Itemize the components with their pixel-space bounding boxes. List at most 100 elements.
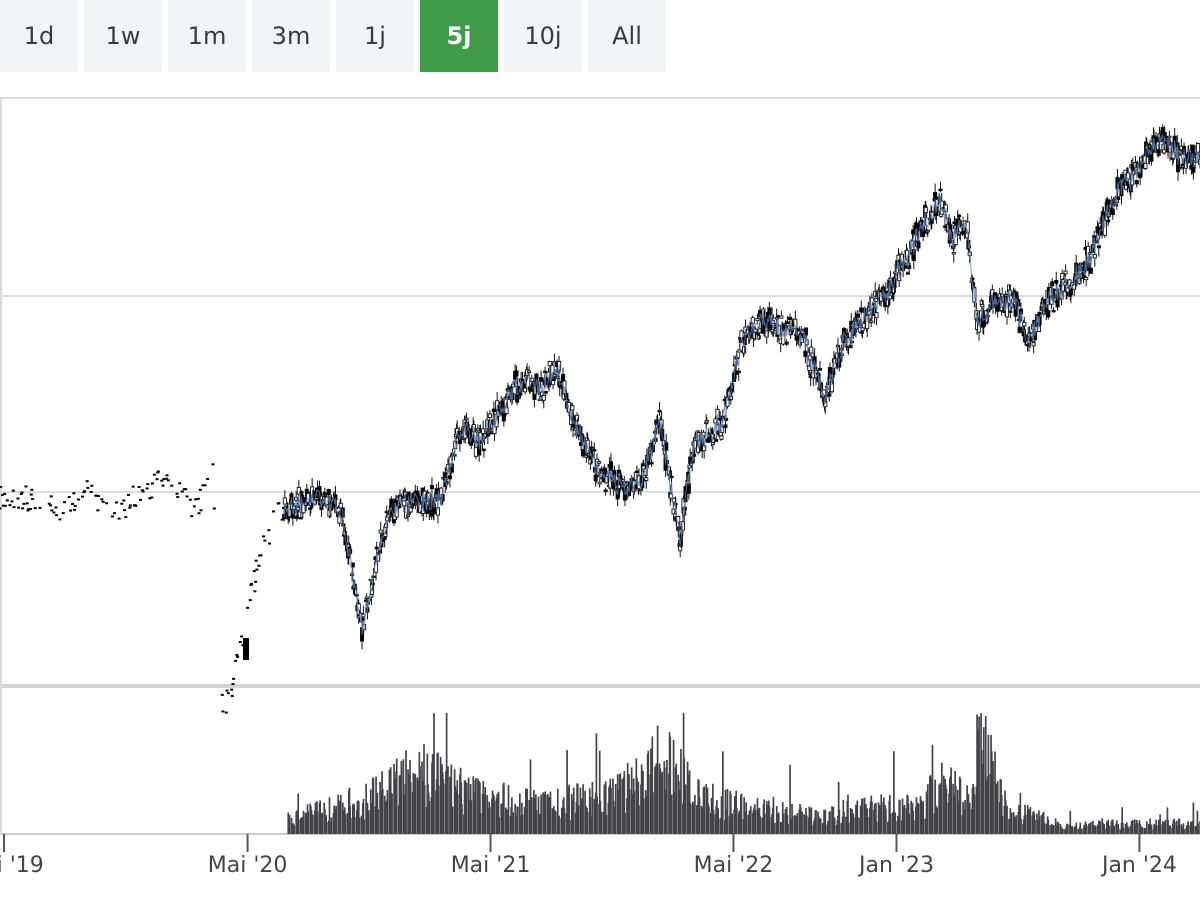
volume-bar: [789, 764, 791, 834]
volume-bar: [942, 775, 945, 834]
volume-bar: [288, 814, 291, 834]
candle: [736, 370, 741, 374]
candle: [128, 504, 132, 507]
volume-bar: [566, 786, 569, 834]
candle: [138, 498, 142, 501]
candle: [29, 493, 33, 496]
volume-bar: [335, 805, 338, 834]
volume-bar: [689, 802, 692, 834]
volume-bar: [344, 814, 347, 834]
candle: [120, 502, 124, 505]
volume-bar: [568, 784, 570, 834]
volume-bar: [456, 780, 459, 834]
volume-bar: [419, 766, 421, 834]
volume-bar: [978, 716, 980, 834]
volume-bar: [1085, 823, 1088, 834]
candle: [67, 496, 71, 499]
volume-bar: [838, 809, 841, 834]
volume-bar: [799, 807, 802, 834]
candle: [597, 481, 602, 485]
candle: [980, 304, 985, 308]
volume-bar: [298, 819, 300, 834]
volume-bar: [1038, 816, 1041, 834]
volume-bar: [1131, 819, 1134, 834]
volume-bar: [577, 805, 580, 834]
volume-bar: [328, 797, 331, 834]
volume-bar: [756, 798, 759, 834]
range-button-10j[interactable]: 10j: [504, 0, 582, 72]
volume-bar: [875, 821, 878, 834]
volume-bar: [968, 802, 971, 834]
x-tick-label: Mai '20: [208, 853, 288, 878]
volume-bar: [1066, 824, 1069, 834]
candle: [38, 506, 42, 509]
candle: [753, 328, 758, 333]
volume-bar: [913, 820, 915, 834]
volume-bar: [572, 787, 575, 834]
candle: [255, 568, 259, 571]
volume-bar: [1034, 820, 1036, 834]
volume-bar: [367, 810, 370, 834]
volume-bar: [922, 800, 925, 834]
candle: [869, 320, 874, 323]
range-button-1w[interactable]: 1w: [84, 0, 162, 72]
volume-bar: [498, 817, 501, 834]
volume-bar: [903, 804, 906, 834]
volume-bar: [740, 793, 743, 834]
volume-bar: [661, 771, 664, 834]
candle: [141, 490, 145, 493]
candle: [232, 677, 236, 680]
candle: [198, 488, 202, 491]
candle: [280, 518, 284, 521]
volume-bar: [302, 810, 305, 834]
range-button-1j[interactable]: 1j: [336, 0, 414, 72]
candle: [706, 439, 711, 443]
range-button-all[interactable]: All: [588, 0, 666, 72]
candle: [282, 497, 287, 505]
candle: [603, 489, 608, 492]
volume-bar: [731, 813, 734, 834]
candle: [165, 474, 169, 477]
candle: [19, 492, 23, 495]
volume-bar: [529, 759, 532, 834]
candle: [779, 315, 784, 319]
range-button-3m[interactable]: 3m: [252, 0, 330, 72]
volume-bar: [1112, 819, 1114, 834]
candle: [61, 512, 65, 515]
range-button-5j[interactable]: 5j: [420, 0, 498, 72]
volume-bar: [656, 725, 659, 834]
volume-bar: [519, 793, 521, 834]
candle: [52, 511, 56, 514]
range-button-1m[interactable]: 1m: [168, 0, 246, 72]
candle: [26, 509, 30, 512]
candle: [775, 315, 781, 318]
candle: [714, 438, 719, 442]
candle: [405, 514, 411, 517]
x-tick-label: Mai '21: [451, 853, 531, 878]
candle: [161, 484, 165, 487]
volume-bar: [556, 788, 559, 834]
volume-bar: [712, 783, 714, 834]
candle: [162, 478, 166, 481]
candle: [552, 361, 557, 364]
volume-bar: [1164, 819, 1167, 834]
volume-bar: [549, 791, 552, 834]
volume-bar: [357, 801, 360, 834]
volume-bar: [899, 799, 901, 834]
volume-bar: [1155, 819, 1157, 834]
candle: [199, 509, 203, 512]
candle: [63, 501, 67, 504]
candle: [570, 405, 575, 411]
volume-bar: [586, 812, 589, 834]
candle: [1054, 279, 1059, 284]
range-button-1d[interactable]: 1d: [0, 0, 78, 72]
volume-bar: [1090, 822, 1092, 834]
volume-bar: [1159, 824, 1162, 834]
candle: [326, 489, 331, 496]
volume-bar: [628, 789, 631, 834]
candle: [243, 638, 249, 660]
volume-bar: [636, 777, 638, 834]
volume-bar: [1062, 828, 1064, 834]
candle: [150, 496, 154, 499]
candle: [196, 497, 200, 500]
